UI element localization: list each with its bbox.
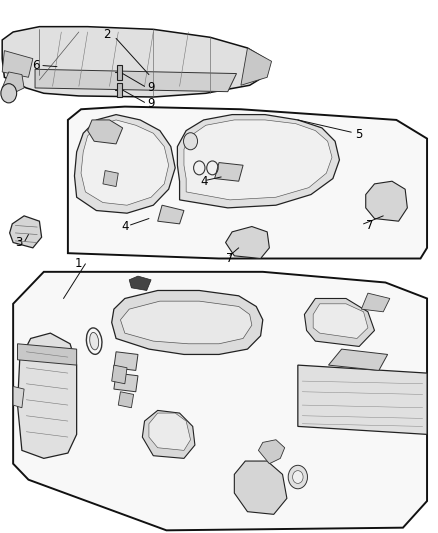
Polygon shape — [226, 227, 269, 259]
Polygon shape — [2, 51, 33, 77]
Text: 1: 1 — [75, 257, 83, 270]
Text: 9: 9 — [147, 97, 155, 110]
Polygon shape — [112, 290, 263, 354]
Polygon shape — [184, 120, 332, 200]
Polygon shape — [149, 413, 191, 450]
Polygon shape — [142, 410, 195, 458]
Polygon shape — [10, 216, 42, 248]
Text: 4: 4 — [200, 175, 208, 188]
Polygon shape — [118, 392, 134, 408]
Polygon shape — [2, 27, 267, 97]
Text: 4: 4 — [121, 220, 129, 233]
Polygon shape — [112, 365, 127, 384]
Circle shape — [184, 133, 198, 150]
Text: 5: 5 — [356, 128, 363, 141]
Polygon shape — [114, 373, 138, 392]
Polygon shape — [241, 48, 272, 85]
Polygon shape — [18, 333, 77, 458]
Polygon shape — [81, 120, 169, 205]
Polygon shape — [117, 83, 122, 97]
Polygon shape — [68, 107, 427, 259]
Text: 9: 9 — [147, 81, 155, 94]
Polygon shape — [35, 69, 237, 92]
Text: 7: 7 — [226, 252, 234, 265]
Polygon shape — [2, 72, 24, 93]
Polygon shape — [129, 276, 151, 290]
Text: 3: 3 — [15, 236, 22, 249]
Polygon shape — [361, 293, 390, 312]
Polygon shape — [103, 171, 118, 187]
Circle shape — [293, 471, 303, 483]
Polygon shape — [366, 181, 407, 221]
Text: 6: 6 — [32, 59, 40, 72]
Polygon shape — [13, 272, 427, 530]
Polygon shape — [304, 298, 374, 346]
Polygon shape — [177, 115, 339, 208]
Text: 7: 7 — [366, 219, 374, 232]
Circle shape — [288, 465, 307, 489]
Polygon shape — [18, 344, 77, 365]
Polygon shape — [313, 304, 368, 338]
Polygon shape — [298, 365, 427, 434]
Polygon shape — [215, 163, 243, 181]
Polygon shape — [114, 352, 138, 370]
Ellipse shape — [90, 333, 99, 350]
Polygon shape — [120, 301, 252, 344]
Polygon shape — [74, 115, 175, 213]
Polygon shape — [258, 440, 285, 464]
Polygon shape — [88, 120, 123, 144]
Polygon shape — [117, 65, 122, 80]
Polygon shape — [13, 386, 24, 408]
Polygon shape — [328, 349, 388, 370]
Polygon shape — [234, 461, 287, 514]
Circle shape — [1, 84, 17, 103]
Polygon shape — [158, 205, 184, 224]
Text: 2: 2 — [103, 28, 111, 41]
